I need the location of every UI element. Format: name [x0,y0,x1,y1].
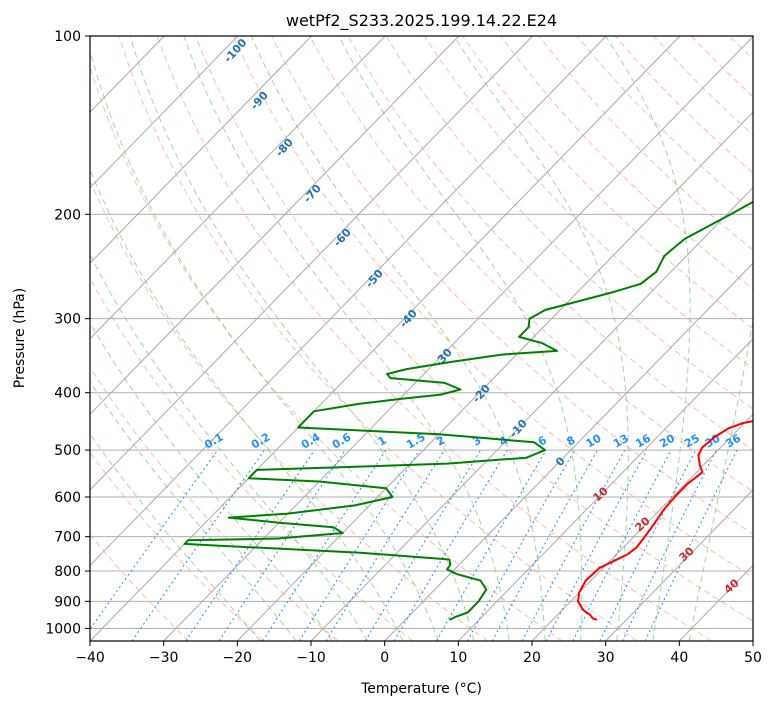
y-tick-label: 200 [54,207,81,223]
x-tick-label: 10 [449,650,467,666]
y-tick-label: 300 [54,312,81,328]
y-tick-label: 600 [54,490,81,506]
x-tick-label: 40 [670,650,688,666]
y-tick-label: 500 [54,443,81,459]
x-tick-label: −40 [75,650,105,666]
x-tick-label: 50 [744,650,762,666]
x-tick-label: −10 [296,650,326,666]
y-tick-label: 900 [54,594,81,610]
x-tick-label: 20 [523,650,541,666]
x-axis-label: Temperature (°C) [360,681,482,697]
y-tick-label: 800 [54,564,81,580]
x-tick-label: 0 [380,650,389,666]
x-tick-label: −30 [149,650,179,666]
y-tick-label: 100 [54,29,81,45]
y-tick-label: 700 [54,530,81,546]
x-tick-label: 30 [597,650,615,666]
y-tick-label: 400 [54,386,81,402]
y-tick-label: 1000 [45,621,81,637]
chart-title: wetPf2_S233.2025.199.14.22.E24 [286,11,557,31]
y-axis-label: Pressure (hPa) [12,288,28,388]
x-tick-label: −20 [223,650,253,666]
